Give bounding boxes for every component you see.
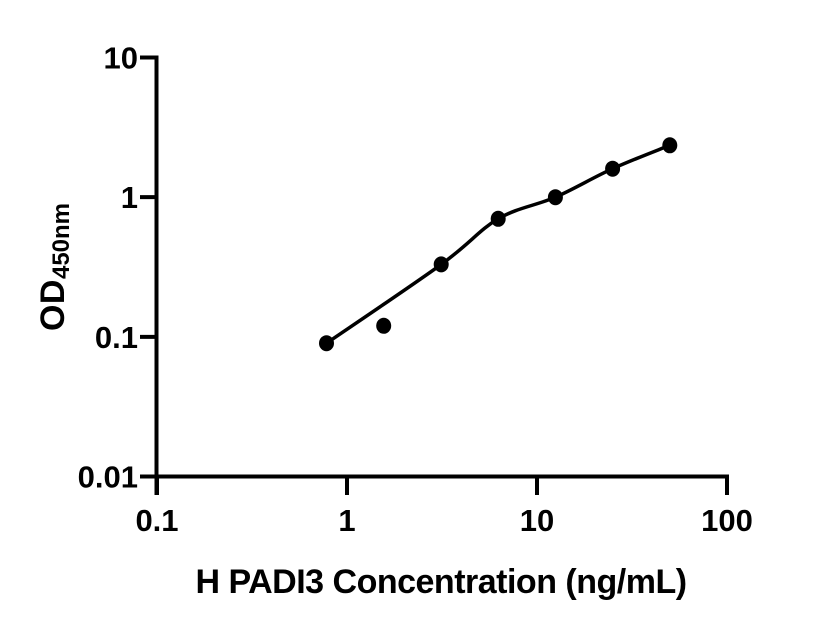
y-tick-label: 10 <box>104 41 138 76</box>
data-point <box>376 317 392 334</box>
y-tick-label: 1 <box>121 180 138 215</box>
x-tick-label: 10 <box>520 503 554 538</box>
y-axis-title: OD450nm <box>34 203 76 331</box>
x-axis-title: H PADI3 Concentration (ng/mL) <box>195 563 687 601</box>
y-axis-title-subscript: 450nm <box>48 202 75 280</box>
data-point <box>319 335 334 352</box>
x-tick-label: 1 <box>338 503 355 538</box>
y-tick-label: 0.1 <box>95 320 138 355</box>
fit-curve <box>325 143 671 345</box>
x-tick-label: 0.1 <box>135 503 178 538</box>
data-point <box>547 189 563 206</box>
y-axis-title-main: OD <box>34 279 72 332</box>
data-point <box>605 160 621 177</box>
data-point <box>490 210 506 227</box>
data-point <box>433 256 449 273</box>
x-tick-label: 100 <box>701 503 753 538</box>
data-point <box>662 137 678 154</box>
y-tick-label: 0.01 <box>78 460 138 495</box>
